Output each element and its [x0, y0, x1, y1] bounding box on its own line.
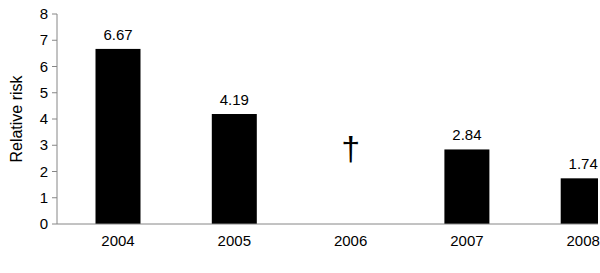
y-tick — [52, 197, 57, 198]
y-tick — [52, 14, 57, 15]
bar — [96, 49, 141, 224]
y-tick-label: 2 — [40, 163, 48, 180]
data-label: 6.67 — [103, 26, 132, 43]
x-tick-label: 2008 — [567, 232, 600, 249]
y-tick-label: 4 — [40, 110, 48, 127]
bar — [561, 178, 598, 224]
y-tick-label: 3 — [40, 136, 48, 153]
y-tick-label: 0 — [40, 215, 48, 232]
y-tick — [52, 224, 57, 225]
data-label: 1.74 — [569, 155, 598, 172]
bars — [96, 49, 599, 224]
x-tick-label: 2005 — [218, 232, 251, 249]
y-tick — [52, 40, 57, 41]
chart: 0 1 2 3 4 5 6 7 8 Relative risk 6.67 4.19 2.84 1.74 20… — [0, 0, 600, 273]
y-tick — [52, 171, 57, 172]
y-axis-label: Relative risk — [8, 74, 25, 162]
y-tick — [52, 145, 57, 146]
y-tick — [52, 119, 57, 120]
annotation: † — [341, 129, 360, 167]
x-tick-label: 2007 — [450, 232, 483, 249]
y-tick — [52, 66, 57, 67]
bar — [212, 114, 257, 224]
y-tick — [52, 92, 57, 93]
x-axis-line — [57, 224, 598, 225]
y-tick-label: 6 — [40, 58, 48, 75]
x-tick-label: 2006 — [334, 232, 367, 249]
y-tick-label: 7 — [40, 31, 48, 48]
x-tick-label: 2004 — [101, 232, 134, 249]
data-label: 4.19 — [220, 91, 249, 108]
data-label: 2.84 — [452, 126, 481, 143]
y-tick-label: 5 — [40, 84, 48, 101]
y-tick-label: 8 — [40, 5, 48, 22]
bar — [444, 149, 489, 224]
y-tick-label: 1 — [40, 189, 48, 206]
